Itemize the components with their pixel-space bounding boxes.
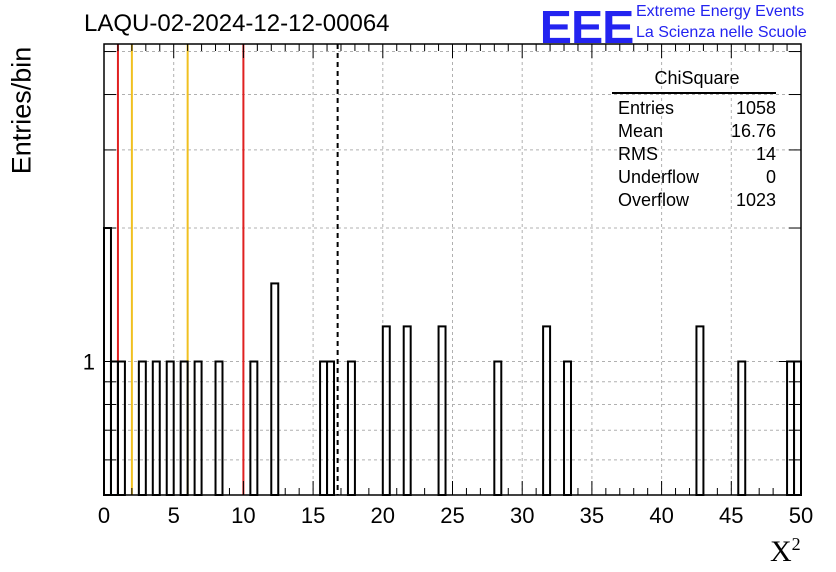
- stats-value: 14: [755, 144, 776, 164]
- histogram-bar: [695, 325, 705, 496]
- stats-label: Entries: [618, 98, 675, 118]
- stats-label: Overflow: [618, 190, 690, 210]
- stats-row-overflow: Overflow 1023: [612, 189, 776, 212]
- x-axis-label-superscript: 2: [791, 534, 801, 554]
- x-tick-label: 40: [649, 503, 673, 528]
- x-tick-label: 30: [510, 503, 534, 528]
- stats-rows: Entries 1058 Mean 16.76 RMS 14 Underflow 0 Overf…: [612, 97, 776, 212]
- stats-box-title: ChiSquare: [654, 68, 740, 88]
- histogram-bar: [402, 325, 412, 496]
- stats-row-mean: Mean 16.76: [612, 120, 776, 143]
- x-tick-label: 15: [301, 503, 325, 528]
- eee-tagline-1: Extreme Energy Events: [636, 3, 805, 20]
- x-tick-label: 35: [580, 503, 604, 528]
- x-tick-label: 45: [719, 503, 743, 528]
- histogram-bar: [381, 325, 391, 496]
- x-tick-label: 50: [789, 503, 813, 528]
- x-tick-label: 25: [440, 503, 464, 528]
- x-tick-label: 0: [98, 503, 110, 528]
- histogram-bar: [542, 325, 552, 496]
- stats-value: 16.76: [730, 121, 776, 141]
- stats-box-divider: [612, 92, 776, 94]
- stats-label: RMS: [618, 144, 658, 164]
- stats-row-underflow: Underflow 0: [612, 166, 776, 189]
- histogram-bar: [437, 325, 447, 496]
- stats-label: Mean: [618, 121, 664, 141]
- stats-value: 1058: [735, 98, 776, 118]
- x-tick-label: 10: [231, 503, 255, 528]
- histogram-bar: [270, 282, 280, 496]
- stats-row-entries: Entries 1058: [612, 97, 776, 120]
- x-tick-label: 5: [168, 503, 180, 528]
- stats-value: 0: [765, 167, 776, 187]
- x-axis-label: X2: [770, 534, 801, 569]
- stats-box: ChiSquare Entries 1058 Mean 16.76 RMS 14 Under…: [612, 68, 776, 212]
- stats-value: 1023: [735, 190, 776, 210]
- x-axis-label-base: X: [770, 535, 792, 568]
- eee-tagline-2: La Scienza nelle Scuole: [636, 24, 807, 41]
- y-tick-label: 1: [83, 350, 95, 375]
- stats-label: Underflow: [618, 167, 700, 187]
- x-tick-label: 20: [371, 503, 395, 528]
- chart-title: LAQU-02-2024-12-12-00064: [84, 10, 390, 37]
- stats-row-rms: RMS 14: [612, 143, 776, 166]
